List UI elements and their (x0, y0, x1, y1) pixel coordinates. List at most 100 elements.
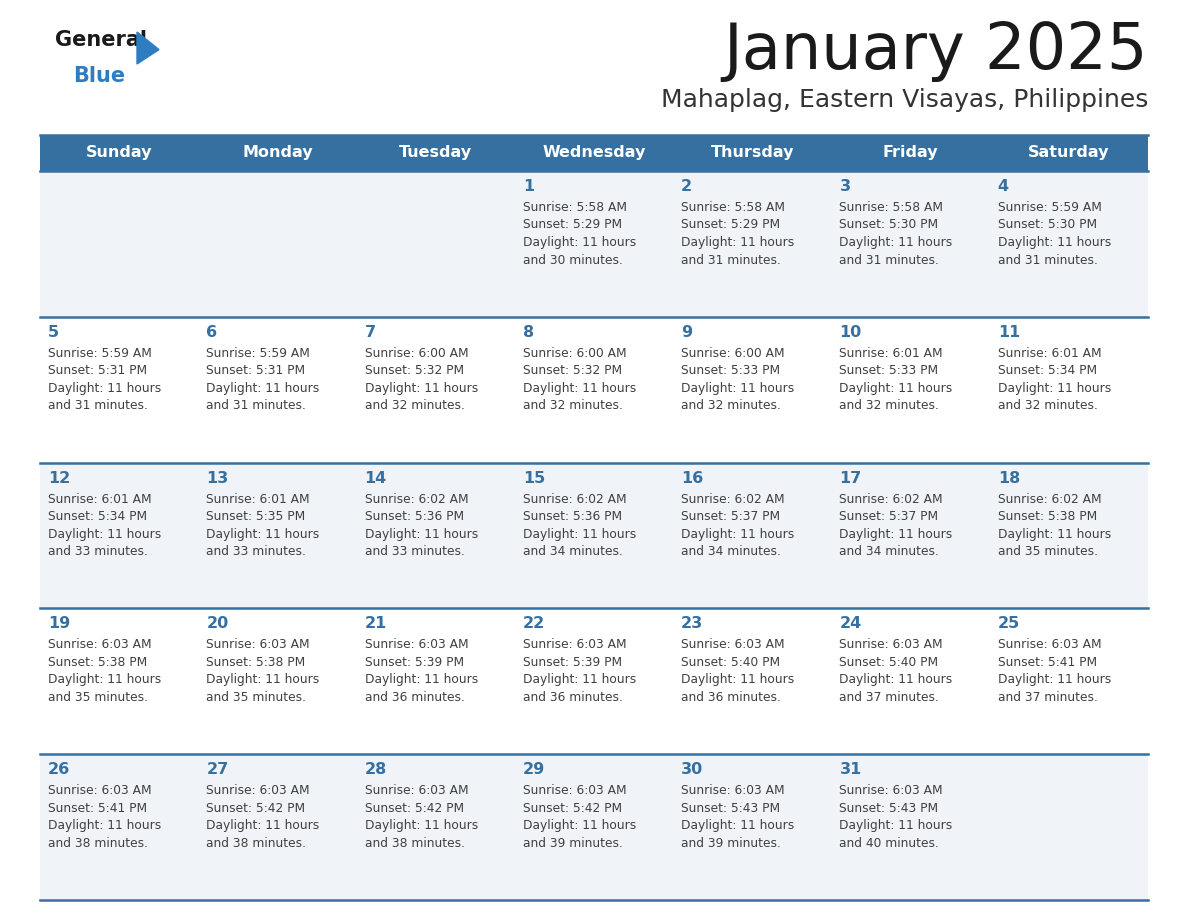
Text: Sunrise: 6:03 AM: Sunrise: 6:03 AM (48, 638, 152, 652)
Text: and 35 minutes.: and 35 minutes. (207, 691, 307, 704)
Text: Daylight: 11 hours: Daylight: 11 hours (523, 528, 636, 541)
Text: and 37 minutes.: and 37 minutes. (840, 691, 940, 704)
Bar (40, 755, 1148, 900)
Text: Sunrise: 6:01 AM: Sunrise: 6:01 AM (48, 493, 152, 506)
Text: Thursday: Thursday (710, 145, 794, 161)
Text: Daylight: 11 hours: Daylight: 11 hours (840, 382, 953, 395)
Text: Sunrise: 5:59 AM: Sunrise: 5:59 AM (207, 347, 310, 360)
Text: Sunset: 5:39 PM: Sunset: 5:39 PM (365, 655, 463, 669)
Text: 9: 9 (681, 325, 693, 340)
Text: Sunset: 5:31 PM: Sunset: 5:31 PM (48, 364, 147, 377)
Text: Sunset: 5:41 PM: Sunset: 5:41 PM (48, 801, 147, 814)
Text: Sunset: 5:29 PM: Sunset: 5:29 PM (681, 218, 781, 231)
Text: Sunrise: 6:03 AM: Sunrise: 6:03 AM (681, 784, 785, 797)
Text: and 32 minutes.: and 32 minutes. (365, 399, 465, 412)
Bar (40, 171, 1148, 317)
Text: and 31 minutes.: and 31 minutes. (681, 253, 781, 266)
Text: and 34 minutes.: and 34 minutes. (681, 545, 781, 558)
Text: Daylight: 11 hours: Daylight: 11 hours (48, 819, 162, 833)
Bar (40, 463, 1148, 609)
Text: 7: 7 (365, 325, 375, 340)
Text: Sunset: 5:37 PM: Sunset: 5:37 PM (681, 510, 781, 523)
Text: Daylight: 11 hours: Daylight: 11 hours (523, 819, 636, 833)
Text: Sunrise: 5:58 AM: Sunrise: 5:58 AM (840, 201, 943, 214)
Text: Sunset: 5:42 PM: Sunset: 5:42 PM (365, 801, 463, 814)
Text: Sunset: 5:43 PM: Sunset: 5:43 PM (681, 801, 781, 814)
Text: Sunrise: 6:03 AM: Sunrise: 6:03 AM (365, 638, 468, 652)
Text: 5: 5 (48, 325, 59, 340)
Text: 13: 13 (207, 471, 228, 486)
Text: 31: 31 (840, 762, 861, 778)
Text: Sunrise: 6:02 AM: Sunrise: 6:02 AM (998, 493, 1101, 506)
Text: 17: 17 (840, 471, 861, 486)
Text: Sunrise: 6:03 AM: Sunrise: 6:03 AM (840, 784, 943, 797)
Text: Sunrise: 6:03 AM: Sunrise: 6:03 AM (207, 784, 310, 797)
Text: Daylight: 11 hours: Daylight: 11 hours (365, 528, 478, 541)
Text: Daylight: 11 hours: Daylight: 11 hours (365, 819, 478, 833)
Text: and 33 minutes.: and 33 minutes. (365, 545, 465, 558)
Text: Daylight: 11 hours: Daylight: 11 hours (48, 528, 162, 541)
Text: Sunrise: 6:03 AM: Sunrise: 6:03 AM (207, 638, 310, 652)
Text: 22: 22 (523, 616, 545, 632)
Text: 10: 10 (840, 325, 861, 340)
Text: Sunset: 5:32 PM: Sunset: 5:32 PM (523, 364, 623, 377)
Text: Saturday: Saturday (1028, 145, 1110, 161)
Text: 14: 14 (365, 471, 387, 486)
Text: Daylight: 11 hours: Daylight: 11 hours (681, 528, 795, 541)
Text: Sunrise: 6:03 AM: Sunrise: 6:03 AM (523, 784, 626, 797)
Text: Daylight: 11 hours: Daylight: 11 hours (523, 236, 636, 249)
Text: Sunrise: 6:01 AM: Sunrise: 6:01 AM (840, 347, 943, 360)
Text: Daylight: 11 hours: Daylight: 11 hours (840, 674, 953, 687)
Text: Daylight: 11 hours: Daylight: 11 hours (365, 382, 478, 395)
Text: Sunrise: 6:02 AM: Sunrise: 6:02 AM (681, 493, 785, 506)
Text: Daylight: 11 hours: Daylight: 11 hours (207, 528, 320, 541)
Text: and 33 minutes.: and 33 minutes. (48, 545, 147, 558)
Text: Sunset: 5:42 PM: Sunset: 5:42 PM (523, 801, 623, 814)
Text: Daylight: 11 hours: Daylight: 11 hours (207, 819, 320, 833)
Text: Sunset: 5:42 PM: Sunset: 5:42 PM (207, 801, 305, 814)
Text: 1: 1 (523, 179, 533, 194)
Text: Sunset: 5:38 PM: Sunset: 5:38 PM (207, 655, 305, 669)
Text: Sunrise: 6:03 AM: Sunrise: 6:03 AM (681, 638, 785, 652)
Text: Sunday: Sunday (86, 145, 152, 161)
Text: Sunset: 5:34 PM: Sunset: 5:34 PM (48, 510, 147, 523)
Text: Sunrise: 5:59 AM: Sunrise: 5:59 AM (48, 347, 152, 360)
Text: and 30 minutes.: and 30 minutes. (523, 253, 623, 266)
Text: 19: 19 (48, 616, 70, 632)
Polygon shape (137, 32, 159, 64)
Text: 3: 3 (840, 179, 851, 194)
Text: Daylight: 11 hours: Daylight: 11 hours (681, 819, 795, 833)
Text: 30: 30 (681, 762, 703, 778)
Text: Sunrise: 6:00 AM: Sunrise: 6:00 AM (365, 347, 468, 360)
Text: Sunset: 5:38 PM: Sunset: 5:38 PM (998, 510, 1097, 523)
Text: Daylight: 11 hours: Daylight: 11 hours (365, 674, 478, 687)
Text: Sunrise: 5:59 AM: Sunrise: 5:59 AM (998, 201, 1101, 214)
Text: 11: 11 (998, 325, 1020, 340)
Text: Sunset: 5:30 PM: Sunset: 5:30 PM (840, 218, 939, 231)
Text: 29: 29 (523, 762, 545, 778)
Text: and 32 minutes.: and 32 minutes. (523, 399, 623, 412)
Text: Daylight: 11 hours: Daylight: 11 hours (840, 236, 953, 249)
Text: 26: 26 (48, 762, 70, 778)
Text: and 32 minutes.: and 32 minutes. (998, 399, 1098, 412)
Text: Sunset: 5:33 PM: Sunset: 5:33 PM (840, 364, 939, 377)
Text: Sunset: 5:40 PM: Sunset: 5:40 PM (840, 655, 939, 669)
Text: and 31 minutes.: and 31 minutes. (207, 399, 307, 412)
Text: General: General (55, 30, 147, 50)
Bar (40, 317, 1148, 463)
Text: Sunset: 5:35 PM: Sunset: 5:35 PM (207, 510, 305, 523)
Text: 25: 25 (998, 616, 1020, 632)
Text: and 34 minutes.: and 34 minutes. (523, 545, 623, 558)
Text: Daylight: 11 hours: Daylight: 11 hours (207, 382, 320, 395)
Text: Friday: Friday (883, 145, 939, 161)
Text: 16: 16 (681, 471, 703, 486)
Text: Sunset: 5:43 PM: Sunset: 5:43 PM (840, 801, 939, 814)
Text: and 35 minutes.: and 35 minutes. (48, 691, 148, 704)
Text: Sunset: 5:36 PM: Sunset: 5:36 PM (365, 510, 463, 523)
Text: Daylight: 11 hours: Daylight: 11 hours (998, 674, 1111, 687)
Text: Sunrise: 6:01 AM: Sunrise: 6:01 AM (207, 493, 310, 506)
Text: Sunrise: 6:03 AM: Sunrise: 6:03 AM (998, 638, 1101, 652)
Text: Sunrise: 5:58 AM: Sunrise: 5:58 AM (681, 201, 785, 214)
Text: 2: 2 (681, 179, 693, 194)
Text: Daylight: 11 hours: Daylight: 11 hours (523, 674, 636, 687)
